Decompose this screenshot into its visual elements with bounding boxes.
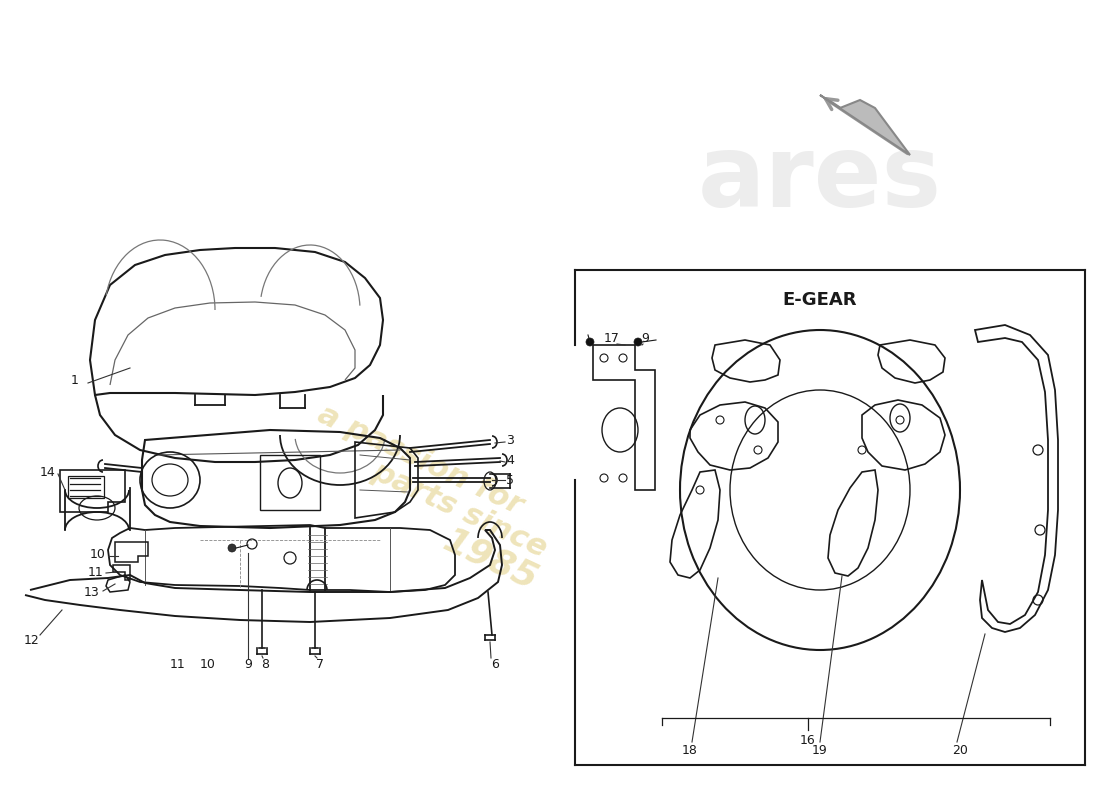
Text: 18: 18 (682, 743, 697, 757)
Circle shape (228, 544, 236, 552)
Text: 3: 3 (506, 434, 514, 446)
Text: 12: 12 (24, 634, 40, 646)
Text: 17: 17 (604, 331, 620, 345)
Circle shape (586, 338, 594, 346)
Text: 11: 11 (88, 566, 103, 578)
Circle shape (634, 338, 642, 346)
Text: 10: 10 (200, 658, 216, 671)
Text: 7: 7 (316, 658, 324, 671)
Text: E-GEAR: E-GEAR (783, 291, 857, 309)
Text: 11: 11 (170, 658, 186, 671)
Text: 20: 20 (953, 743, 968, 757)
Text: parts since: parts since (367, 457, 552, 563)
Text: 14: 14 (40, 466, 56, 478)
Text: 8: 8 (261, 658, 270, 671)
Text: 4: 4 (506, 454, 514, 466)
Text: 16: 16 (800, 734, 816, 746)
Text: a passion for: a passion for (312, 400, 527, 520)
Text: 1: 1 (72, 374, 79, 386)
Text: 6: 6 (491, 658, 499, 671)
Polygon shape (820, 95, 910, 155)
Text: 13: 13 (84, 586, 100, 598)
Text: 9: 9 (641, 331, 649, 345)
Text: 1985: 1985 (438, 523, 542, 597)
Text: 19: 19 (812, 743, 828, 757)
Text: 10: 10 (90, 549, 106, 562)
Text: 5: 5 (506, 474, 514, 486)
Text: 9: 9 (244, 658, 252, 671)
Text: ares: ares (697, 131, 942, 229)
